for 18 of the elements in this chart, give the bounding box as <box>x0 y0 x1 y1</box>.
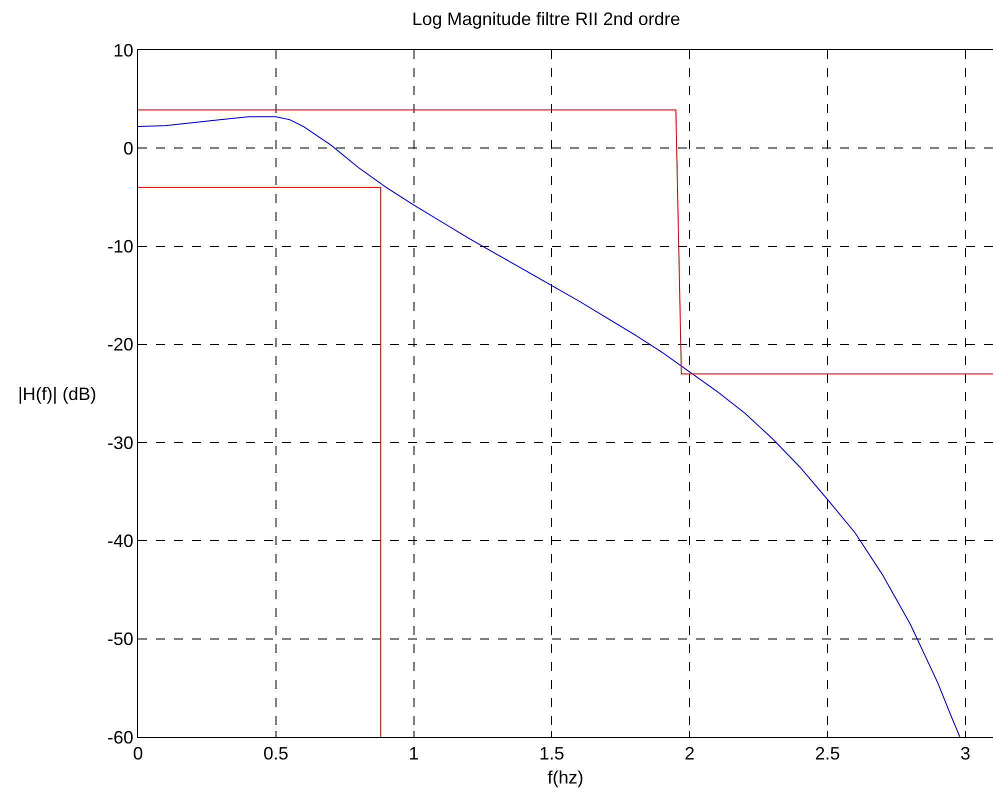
y-axis-title: |H(f)| (dB) <box>18 384 96 404</box>
y-tick-label: -60 <box>107 727 134 748</box>
y-tick-label: -50 <box>107 629 134 650</box>
y-tick-label: -20 <box>107 334 134 355</box>
y-tick-label: -40 <box>107 531 134 552</box>
line-series <box>138 116 960 737</box>
y-tick-label: -10 <box>107 236 134 257</box>
y-tick-label: 10 <box>113 40 134 60</box>
x-tick-label: 1.5 <box>539 744 564 764</box>
chart-title: Log Magnitude filtre RII 2nd ordre <box>412 8 680 29</box>
x-tick-label: 0.5 <box>263 744 288 764</box>
x-tick-label: 2 <box>684 744 695 764</box>
x-tick-label: 2.5 <box>815 744 840 764</box>
x-tick-label: 3 <box>960 744 970 764</box>
y-tick-label: -30 <box>107 432 134 453</box>
x-tick-label: 1 <box>408 744 419 764</box>
x-axis-title: f(hz) <box>548 768 584 788</box>
y-tick-label: 0 <box>123 138 134 158</box>
